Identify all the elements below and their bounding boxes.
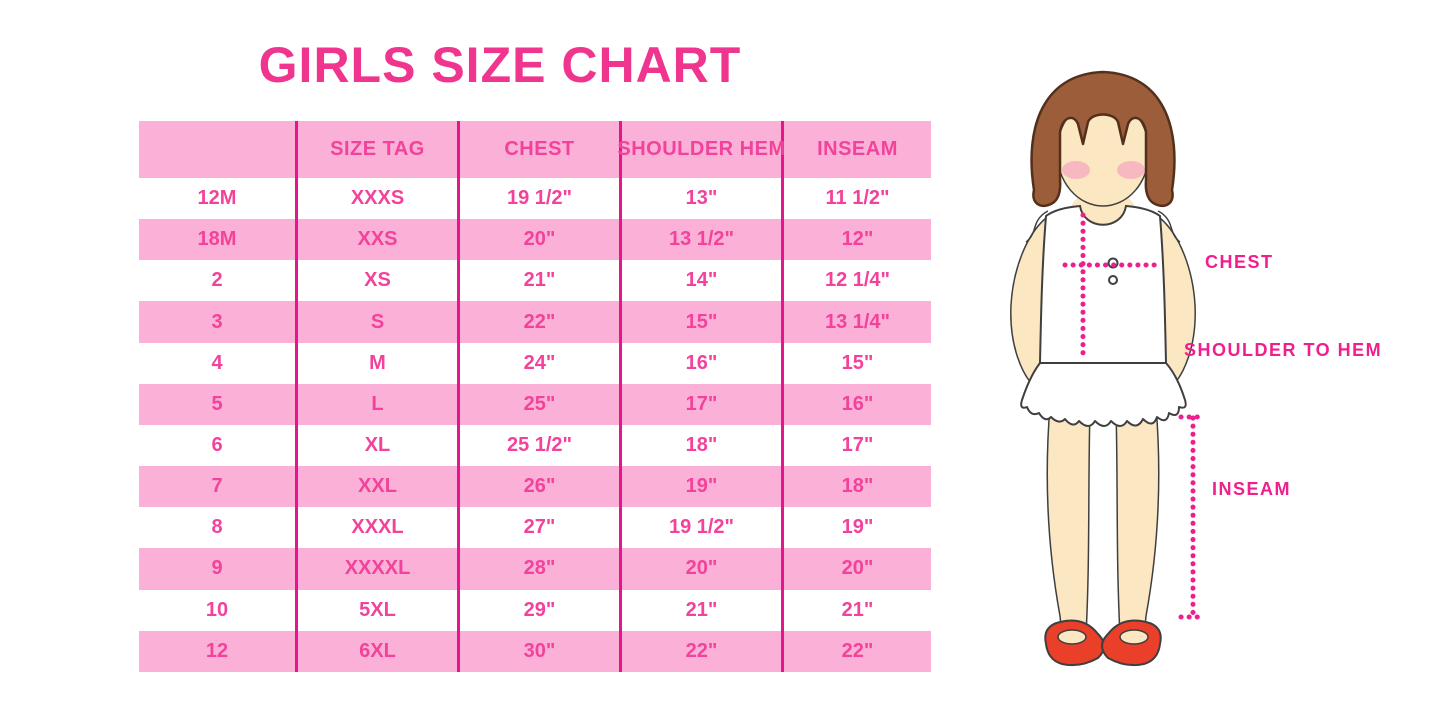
- cheek-blush-left: [1062, 161, 1090, 179]
- table-cell: XXXXL: [298, 548, 460, 590]
- table-cell: L: [298, 383, 460, 425]
- table-cell: XXXL: [298, 507, 460, 549]
- table-cell: 28": [460, 548, 622, 590]
- table-cell: 27": [460, 507, 622, 549]
- table-cell: 26": [460, 466, 622, 508]
- table-cell: 24": [460, 342, 622, 384]
- table-cell: 5: [139, 383, 298, 425]
- table-cell: 6: [139, 424, 298, 467]
- girl-hair: [1030, 70, 1176, 207]
- shoulder-to-hem-label: SHOULDER TO HEM: [1184, 340, 1383, 360]
- table-cell: XS: [298, 260, 460, 302]
- table-cell: 19 1/2": [622, 507, 784, 549]
- table-cell: 11 1/2": [784, 178, 931, 220]
- table-cell: 2: [139, 260, 298, 302]
- table-cell: 21": [622, 589, 784, 631]
- table-cell: M: [298, 342, 460, 384]
- table-cell: 20": [622, 548, 784, 590]
- table-cell: 20": [460, 219, 622, 261]
- chest-label: CHEST: [1205, 252, 1274, 272]
- ruffle-left: [1025, 210, 1049, 243]
- table-cell: 16": [622, 342, 784, 384]
- table-cell: 22": [784, 630, 931, 672]
- inseam-label: INSEAM: [1212, 479, 1292, 499]
- table-cell: 9: [139, 548, 298, 590]
- table-cell: 13 1/2": [622, 219, 784, 261]
- header-cell-empty: [139, 121, 298, 178]
- shoe-right-opening: [1119, 629, 1149, 645]
- table-cell: XXS: [298, 219, 460, 261]
- table-cell: 15": [784, 342, 931, 384]
- girl-leg-left: [1046, 405, 1091, 637]
- table-cell: 17": [622, 383, 784, 425]
- girl-top: [1038, 204, 1168, 364]
- table-cell: 12M: [139, 178, 298, 220]
- table-cell: 25 1/2": [460, 424, 622, 467]
- table-cell: XL: [298, 424, 460, 467]
- table-cell: 12: [139, 630, 298, 672]
- table-cell: 13 1/4": [784, 301, 931, 343]
- shoe-left-opening: [1057, 629, 1087, 645]
- girl-illustration: [1010, 70, 1207, 667]
- table-cell: 7: [139, 466, 298, 508]
- table-cell: 21": [784, 589, 931, 631]
- table-cell: 6XL: [298, 630, 460, 672]
- top-button-2: [1108, 275, 1118, 285]
- table-cell: 22": [622, 630, 784, 672]
- table-cell: 19": [784, 507, 931, 549]
- table-cell: 16": [784, 383, 931, 425]
- table-cell: 17": [784, 424, 931, 467]
- table-cell: 12 1/4": [784, 260, 931, 302]
- cheek-blush-right: [1117, 161, 1145, 179]
- table-cell: 18": [784, 466, 931, 508]
- table-cell: 22": [460, 301, 622, 343]
- header-cell: INSEAM: [784, 121, 931, 178]
- table-cell: 20": [784, 548, 931, 590]
- table-cell: 18": [622, 424, 784, 467]
- table-cell: 12": [784, 219, 931, 261]
- header-cell: SHOULDER HEM: [617, 121, 785, 178]
- table-cell: 19 1/2": [460, 178, 622, 220]
- size-table: SIZE TAG CHEST SHOULDER HEM INSEAM 12M XXXS 19…: [139, 121, 931, 672]
- table-cell: 30": [460, 630, 622, 672]
- table-cell: 5XL: [298, 589, 460, 631]
- table-cell: 10: [139, 589, 298, 631]
- girl-skirt: [1020, 362, 1187, 427]
- girl-leg-right: [1115, 405, 1160, 637]
- table-cell: 19": [622, 466, 784, 508]
- table-cell: 4: [139, 342, 298, 384]
- header-cell: CHEST: [460, 121, 622, 178]
- header-cell: SIZE TAG: [298, 121, 460, 178]
- table-cell: 18M: [139, 219, 298, 261]
- table-cell: 8: [139, 507, 298, 549]
- table-cell: 21": [460, 260, 622, 302]
- table-cell: 29": [460, 589, 622, 631]
- table-cell: 13": [622, 178, 784, 220]
- table-cell: 15": [622, 301, 784, 343]
- table-cell: S: [298, 301, 460, 343]
- table-cell: XXXS: [298, 178, 460, 220]
- table-cell: XXL: [298, 466, 460, 508]
- table-cell: 25": [460, 383, 622, 425]
- table-cell: 14": [622, 260, 784, 302]
- table-cell: 3: [139, 301, 298, 343]
- page-title: GIRLS SIZE CHART: [258, 37, 742, 93]
- ruffle-right: [1157, 210, 1181, 243]
